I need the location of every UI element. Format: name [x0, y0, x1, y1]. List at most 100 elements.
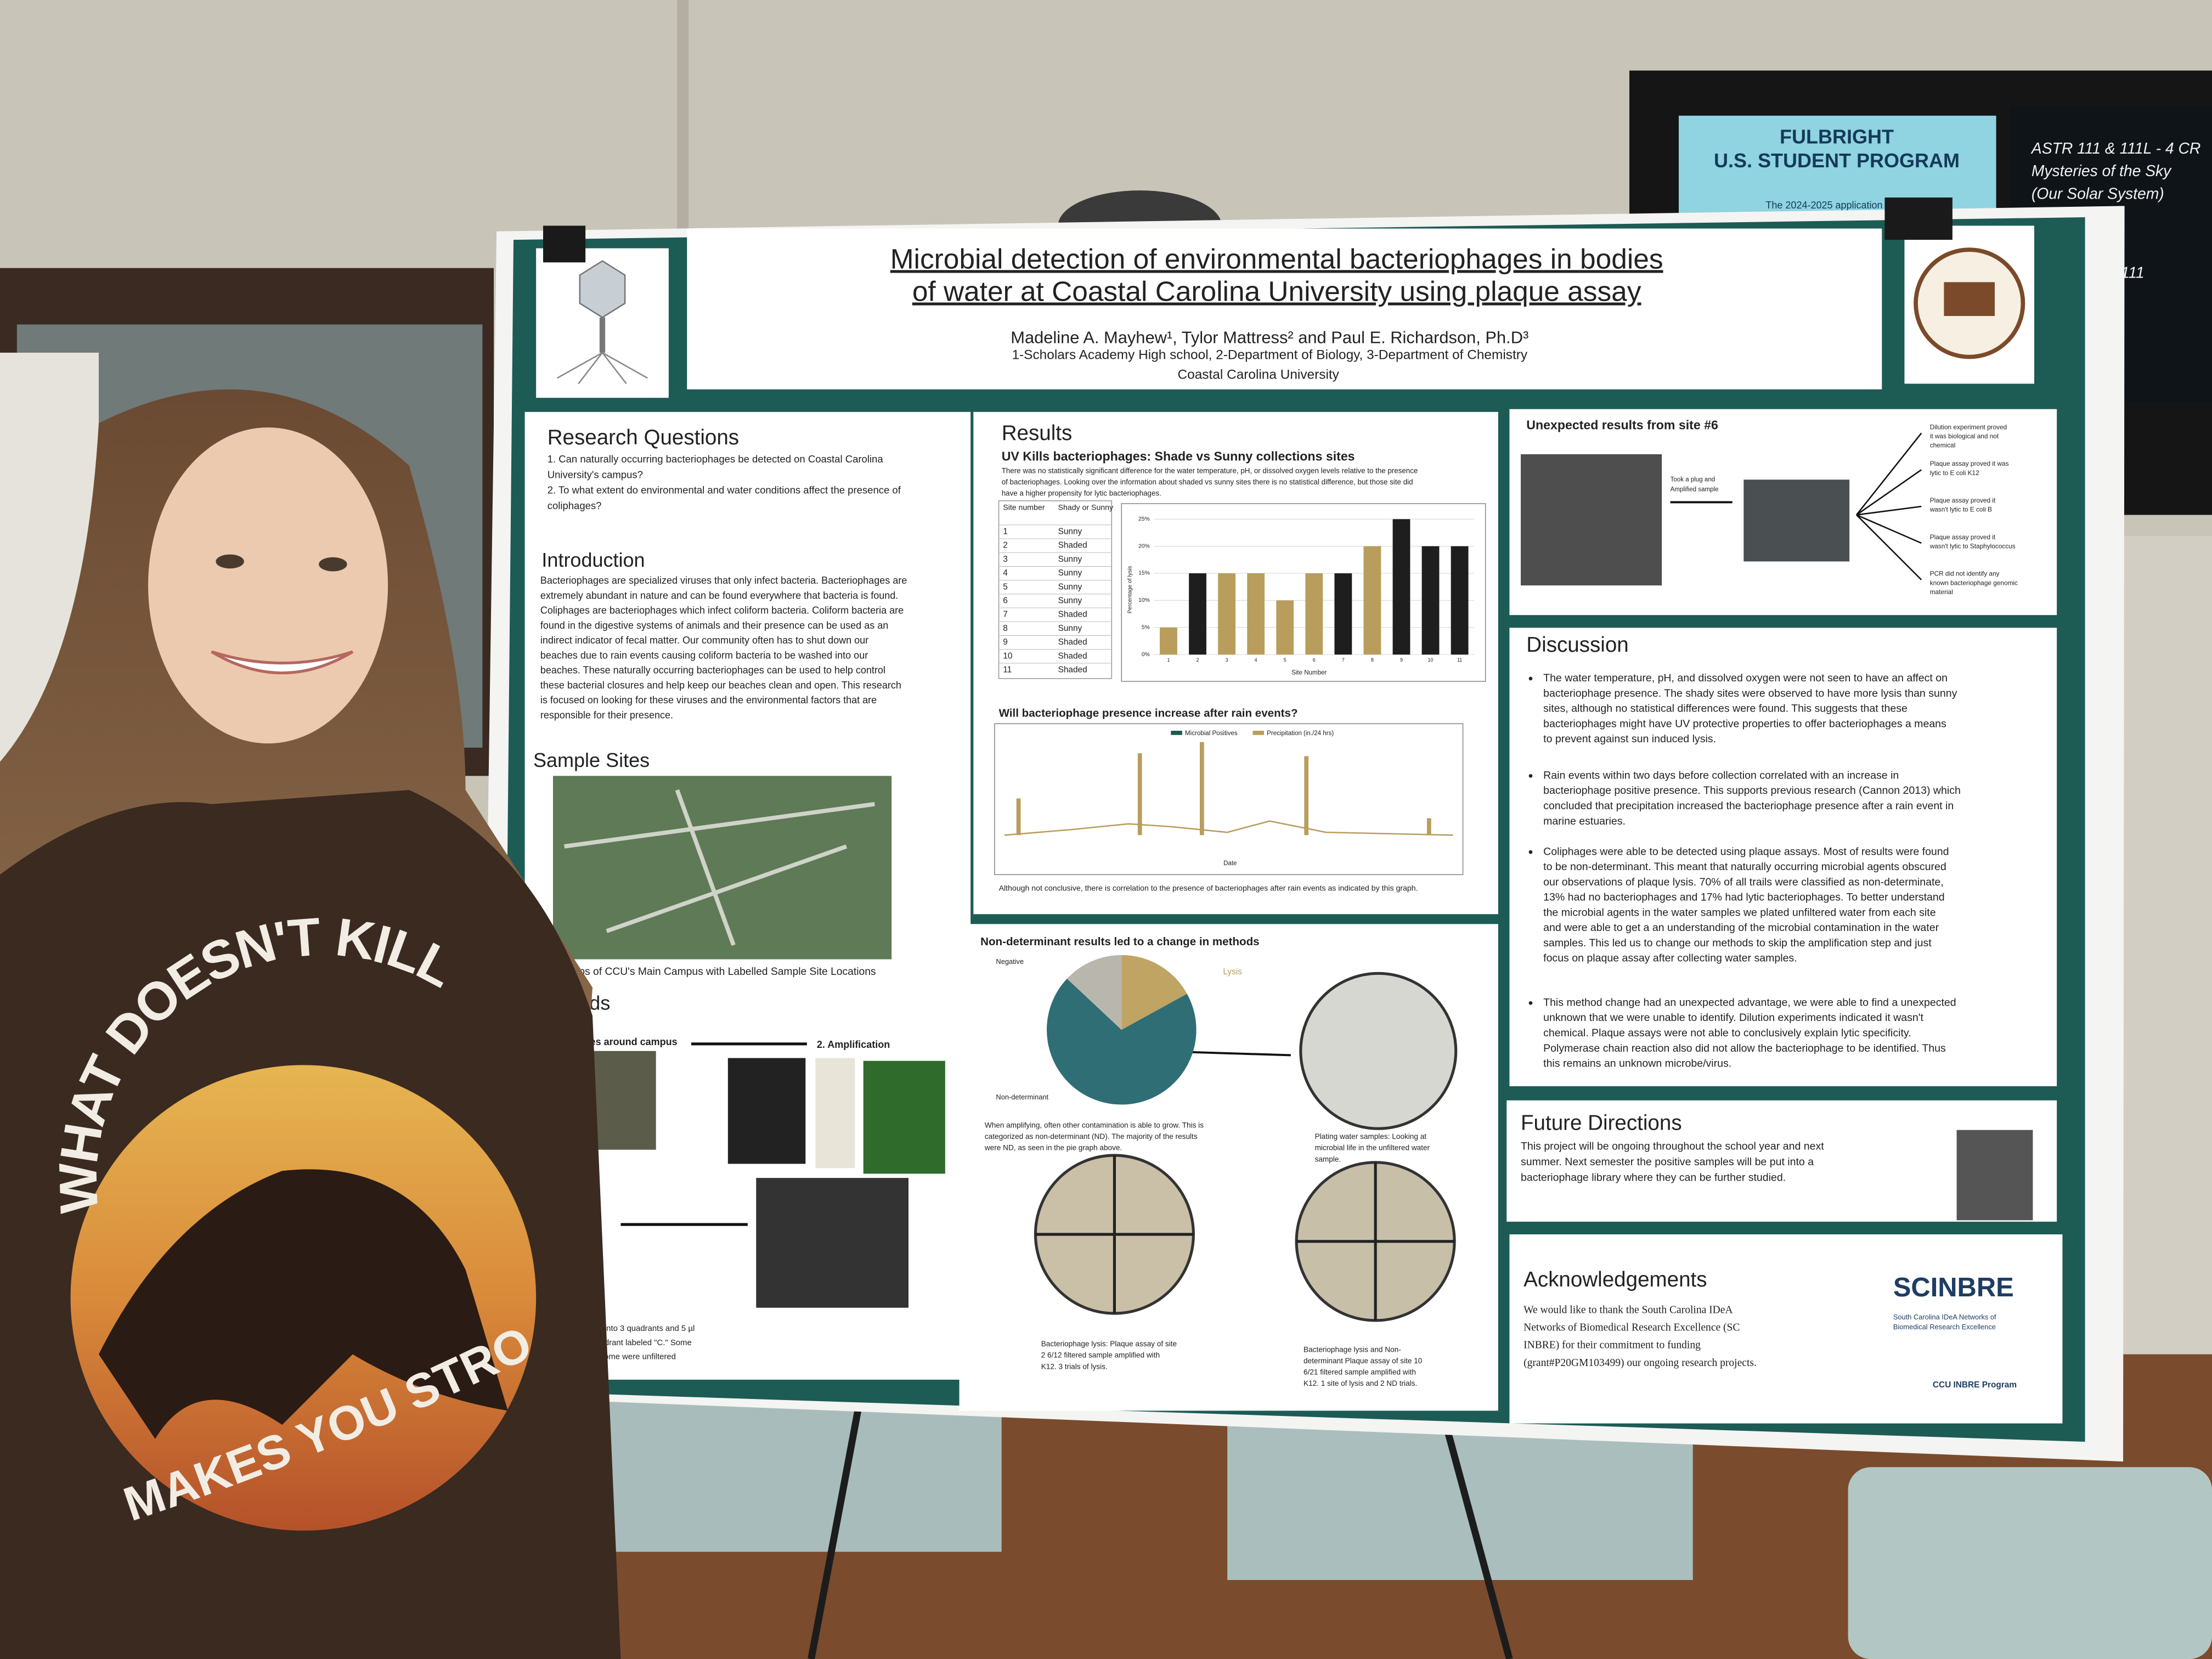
easel-leg	[808, 1396, 864, 1659]
pie-label: Negative	[996, 957, 1024, 966]
body-text: material	[1930, 588, 1953, 596]
body-text: The water temperature, pH, and dissolved…	[1543, 672, 1948, 684]
x-tick-label: 3	[1226, 657, 1228, 663]
table-header: Shady or Sunny	[1058, 503, 1114, 511]
body-text: is focused on looking for these viruses …	[540, 695, 877, 706]
dish-quadrants	[1296, 1162, 1455, 1321]
chair-right	[1848, 1467, 2212, 1659]
rain-bars-photo	[1016, 742, 1431, 836]
tv-text: Mysteries of the Sky	[2032, 162, 2172, 179]
table-cell: Sunny	[1058, 555, 1082, 564]
body-text: 2. To what extent do environmental and w…	[548, 484, 901, 496]
body-text: responsible for their presence.	[540, 709, 673, 720]
body-text: microbial life in the unfiltered water	[1315, 1144, 1430, 1152]
body-text: Plaque assay proved it	[1930, 533, 1996, 541]
poster-title: of water at Coastal Carolina University …	[912, 275, 1641, 307]
table-cell: Sunny	[1058, 596, 1082, 606]
photo-plate	[1743, 479, 1850, 562]
body-text: were ND, as seen in the pie graph above.	[984, 1144, 1122, 1152]
map-roads	[564, 789, 875, 946]
legend-swatch	[1252, 731, 1264, 735]
bar	[1276, 600, 1294, 655]
logo-text: South Carolina IDeA Networks of	[1893, 1313, 1996, 1321]
x-tick-label: 9	[1400, 657, 1403, 663]
poster-title: Microbial detection of environmental bac…	[890, 242, 1663, 274]
section-heading: Introduction	[541, 549, 645, 571]
bullet	[1528, 774, 1533, 778]
program-logo: CCU INBRE Program	[1933, 1380, 2017, 1390]
body-text: wasn't lytic to Staphylococcus	[1929, 543, 2016, 550]
body-text: indirect indicator of fecal matter. Our …	[540, 635, 868, 646]
body-text: Took a plug and	[1671, 476, 1716, 483]
legend-label: Microbial Positives	[1185, 730, 1238, 737]
binder-clip	[1884, 198, 1953, 240]
body-text: Bacteriophage lysis: Plaque assay of sit…	[1041, 1340, 1177, 1348]
affiliations: 1-Scholars Academy High school, 2-Depart…	[1012, 347, 1527, 362]
body-text: wasn't lytic to E coli B	[1929, 506, 1992, 514]
x-tick-label: 5	[1284, 657, 1286, 663]
table-cell: 2	[1003, 541, 1008, 550]
body-text: K12. 3 trials of lysis.	[1041, 1362, 1108, 1370]
university: Coastal Carolina University	[1178, 367, 1340, 382]
table-cell: 5	[1003, 582, 1008, 591]
sc-inbre-logo: SCINBRE	[1893, 1273, 2014, 1302]
body-text: Coliphages are bacteriophages which infe…	[540, 605, 904, 616]
table-cell: 8	[1003, 624, 1008, 633]
table-header: Site number	[1003, 503, 1045, 511]
body-text: sample.	[1315, 1155, 1341, 1163]
body-text: it was biological and not	[1930, 432, 1999, 440]
dish-quadrants	[1035, 1155, 1194, 1313]
section-subheading: Non-determinant results led to a change …	[980, 935, 1259, 948]
body-text: found in the digestive systems of animal…	[540, 620, 888, 631]
table-cell: Shaded	[1058, 610, 1087, 619]
body-text: these bacterial closures and help keep o…	[540, 680, 901, 691]
table-cell: 11	[1003, 665, 1012, 675]
title-box	[687, 228, 1882, 390]
x-tick-label: 11	[1457, 657, 1462, 663]
bar	[1421, 546, 1440, 655]
bar	[1247, 573, 1265, 655]
body-text: 6/21 filtered sample amplified with	[1304, 1368, 1416, 1376]
bar	[1363, 546, 1381, 655]
bar	[1334, 573, 1352, 655]
x-tick-label: 6	[1313, 657, 1316, 663]
bullet	[1528, 850, 1533, 854]
shirt-bear	[99, 1169, 508, 1439]
chart-title: Will bacteriophage presence increase aft…	[999, 707, 1298, 720]
table-cell: 7	[1003, 610, 1008, 619]
body-text: chemical	[1930, 442, 1956, 449]
body-text: Bacteriophages are specialized viruses t…	[540, 575, 907, 586]
y-tick-label: 20%	[1138, 543, 1150, 549]
x-tick-label: 8	[1371, 657, 1374, 663]
body-text: beaches due to rain events causing colif…	[540, 650, 868, 661]
x-tick-label: 4	[1255, 657, 1257, 663]
body-text: Bacteriophage lysis and Non-	[1304, 1345, 1401, 1353]
body-text: lytic to E coli K12	[1930, 469, 1979, 477]
photo-statue	[1956, 1130, 2033, 1221]
body-text: Plating water samples: Looking at	[1315, 1132, 1427, 1141]
body-text: This method change had an unexpected adv…	[1543, 996, 1956, 1008]
eye	[216, 554, 244, 569]
body-text: summer. Next semester the positive sampl…	[1521, 1156, 1814, 1168]
x-tick-label: 1	[1167, 657, 1170, 663]
table-cell: Sunny	[1058, 568, 1082, 578]
wall-right	[2123, 536, 2212, 1453]
pie-slice	[1121, 955, 1187, 1030]
body-text: coliphages?	[548, 500, 602, 511]
body-text: have a higher propensity for lytic bacte…	[1002, 489, 1161, 498]
body-text: K12. 1 site of lysis and 2 ND trials.	[1304, 1379, 1417, 1387]
table-cell: 3	[1003, 555, 1008, 564]
table-cell: Sunny	[1058, 624, 1082, 633]
body-text: Plaque assay proved it was	[1930, 460, 2009, 467]
chart-title: UV Kills bacteriophages: Shade vs Sunny …	[1002, 449, 1355, 463]
table-cell: Sunny	[1058, 582, 1082, 591]
body-text: unknown that we were unable to identify.…	[1543, 1012, 1923, 1024]
smile	[211, 650, 354, 675]
bullet	[1528, 676, 1533, 681]
bar	[1305, 573, 1323, 655]
body-text: samples. This led us to change our metho…	[1543, 937, 1932, 949]
body-text: Polymerase chain reaction also did not a…	[1543, 1042, 1946, 1054]
body-text: the microbial agents in the water sample…	[1543, 906, 1936, 918]
